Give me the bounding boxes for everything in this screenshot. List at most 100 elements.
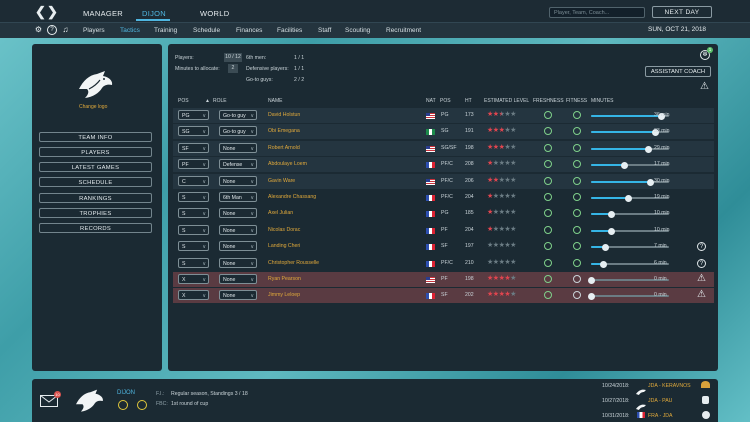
header-freshness[interactable]: FRESHNESS bbox=[533, 98, 564, 104]
subnav-players[interactable]: Players bbox=[83, 27, 105, 34]
role-select[interactable]: None ∨ bbox=[219, 176, 257, 186]
forward-arrow-icon[interactable]: ❯ bbox=[47, 4, 58, 19]
match-teams[interactable]: JDA - KERAVNOS bbox=[648, 383, 691, 389]
header-minutes[interactable]: MINUTES bbox=[591, 98, 614, 104]
position-select[interactable]: X ∨ bbox=[178, 290, 209, 300]
player-name[interactable]: Jimmy Leloep bbox=[268, 292, 301, 298]
header-role[interactable]: ROLE bbox=[213, 98, 227, 104]
rankings-button[interactable]: RANKINGS bbox=[39, 193, 152, 203]
mail-icon[interactable] bbox=[40, 394, 58, 407]
subnav-training[interactable]: Training bbox=[154, 27, 178, 34]
minutes-slider[interactable] bbox=[591, 112, 669, 120]
players-button[interactable]: PLAYERS bbox=[39, 147, 152, 157]
minutes-slider[interactable] bbox=[591, 243, 669, 251]
next-day-button[interactable]: NEXT DAY bbox=[652, 6, 712, 18]
minutes-slider[interactable] bbox=[591, 128, 669, 136]
slider-handle[interactable] bbox=[658, 112, 665, 120]
tab-dijon[interactable]: DIJON bbox=[142, 9, 166, 18]
player-name[interactable]: Nicolas Dorac bbox=[268, 227, 301, 233]
lightbulb-icon[interactable]: ❆ bbox=[700, 50, 710, 60]
tab-world[interactable]: WORLD bbox=[200, 9, 230, 18]
player-name[interactable]: Gavin Ware bbox=[268, 178, 296, 184]
position-select[interactable]: PG ∨ bbox=[178, 110, 209, 120]
player-name[interactable]: Landing Cheri bbox=[268, 243, 301, 249]
slider-handle[interactable] bbox=[652, 128, 659, 136]
header-position[interactable]: POS bbox=[440, 98, 451, 104]
header-pos[interactable]: POS bbox=[178, 98, 189, 104]
position-select[interactable]: X ∨ bbox=[178, 274, 209, 284]
team-info-button[interactable]: TEAM INFO bbox=[39, 132, 152, 142]
position-select[interactable]: PF ∨ bbox=[178, 159, 209, 169]
role-select[interactable]: None ∨ bbox=[219, 258, 257, 268]
slider-handle[interactable] bbox=[645, 145, 652, 153]
minutes-slider[interactable] bbox=[591, 145, 669, 153]
subnav-tactics[interactable]: Tactics bbox=[120, 27, 140, 34]
slider-handle[interactable] bbox=[608, 227, 615, 235]
slider-handle[interactable] bbox=[647, 178, 654, 186]
minutes-slider[interactable] bbox=[588, 292, 669, 300]
position-select[interactable]: S ∨ bbox=[178, 225, 209, 235]
team-logo[interactable] bbox=[75, 69, 115, 101]
player-name[interactable]: Christopher Rousselle bbox=[268, 260, 320, 266]
minutes-slider[interactable] bbox=[591, 227, 669, 235]
player-name[interactable]: Abdoulaye Loem bbox=[268, 161, 307, 167]
header-estimated-level[interactable]: ESTIMATED LEVEL bbox=[484, 98, 530, 104]
back-arrow-icon[interactable]: ❮ bbox=[35, 4, 46, 19]
position-select[interactable]: SF ∨ bbox=[178, 143, 209, 153]
slider-handle[interactable] bbox=[602, 243, 609, 251]
subnav-scouting[interactable]: Scouting bbox=[345, 27, 371, 34]
minutes-slider[interactable] bbox=[591, 161, 669, 169]
header-height[interactable]: HT bbox=[465, 98, 472, 104]
role-select[interactable]: None ∨ bbox=[219, 241, 257, 251]
player-name[interactable]: Alexandre Chassang bbox=[268, 194, 317, 200]
search-input[interactable]: Player, Team, Coach... bbox=[549, 7, 645, 18]
slider-handle[interactable] bbox=[588, 292, 595, 300]
role-select[interactable]: None ∨ bbox=[219, 290, 257, 300]
slider-handle[interactable] bbox=[608, 210, 615, 218]
subnav-finances[interactable]: Finances bbox=[236, 27, 263, 34]
position-select[interactable]: SG ∨ bbox=[178, 126, 209, 136]
change-logo-link[interactable]: Change logo bbox=[79, 104, 108, 110]
sort-arrow-icon[interactable]: ▲ bbox=[205, 98, 210, 104]
question-icon[interactable]: ? bbox=[697, 242, 706, 251]
injury-warning-icon[interactable]: ⚠ bbox=[697, 289, 706, 300]
match-teams[interactable]: JDA - PAU bbox=[648, 398, 673, 404]
role-select[interactable]: 6th Man ∨ bbox=[219, 192, 257, 202]
subnav-staff[interactable]: Staff bbox=[318, 27, 332, 34]
slider-handle[interactable] bbox=[621, 161, 628, 169]
minutes-slider[interactable] bbox=[591, 178, 669, 186]
slider-handle[interactable] bbox=[625, 194, 632, 202]
slider-handle[interactable] bbox=[600, 260, 607, 268]
minutes-slider[interactable] bbox=[591, 194, 669, 202]
question-icon[interactable]: ? bbox=[697, 259, 706, 268]
role-select[interactable]: Defense ∨ bbox=[219, 159, 257, 169]
minutes-slider[interactable] bbox=[591, 260, 669, 268]
position-select[interactable]: C ∨ bbox=[178, 176, 209, 186]
subnav-schedule[interactable]: Schedule bbox=[193, 27, 221, 34]
minutes-slider[interactable] bbox=[591, 210, 669, 218]
role-select[interactable]: None ∨ bbox=[219, 274, 257, 284]
latest-games-button[interactable]: LATEST GAMES bbox=[39, 162, 152, 172]
role-select[interactable]: Go-to guy ∨ bbox=[219, 110, 257, 120]
position-select[interactable]: S ∨ bbox=[178, 258, 209, 268]
role-select[interactable]: None ∨ bbox=[219, 143, 257, 153]
tab-manager[interactable]: MANAGER bbox=[83, 9, 124, 18]
slider-handle[interactable] bbox=[588, 276, 595, 284]
help-icon[interactable]: ? bbox=[47, 25, 57, 35]
assistant-coach-button[interactable]: ASSISTANT COACH bbox=[645, 66, 711, 77]
minutes-slider[interactable] bbox=[588, 276, 669, 284]
player-name[interactable]: Robert Arnold bbox=[268, 145, 300, 151]
player-name[interactable]: Obi Emegana bbox=[268, 128, 300, 134]
subnav-recruitment[interactable]: Recruitment bbox=[386, 27, 422, 34]
role-select[interactable]: None ∨ bbox=[219, 208, 257, 218]
header-fitness[interactable]: FITNESS bbox=[566, 98, 588, 104]
position-select[interactable]: S ∨ bbox=[178, 192, 209, 202]
schedule-button[interactable]: SCHEDULE bbox=[39, 177, 152, 187]
player-name[interactable]: David Holstun bbox=[268, 112, 301, 118]
subnav-facilities[interactable]: Facilities bbox=[277, 27, 303, 34]
injury-warning-icon[interactable]: ⚠ bbox=[697, 273, 706, 284]
music-note-icon[interactable]: ♫ bbox=[62, 25, 69, 34]
player-name[interactable]: Axel Julian bbox=[268, 210, 294, 216]
position-select[interactable]: S ∨ bbox=[178, 241, 209, 251]
settings-gear-icon[interactable]: ⚙ bbox=[34, 25, 43, 34]
